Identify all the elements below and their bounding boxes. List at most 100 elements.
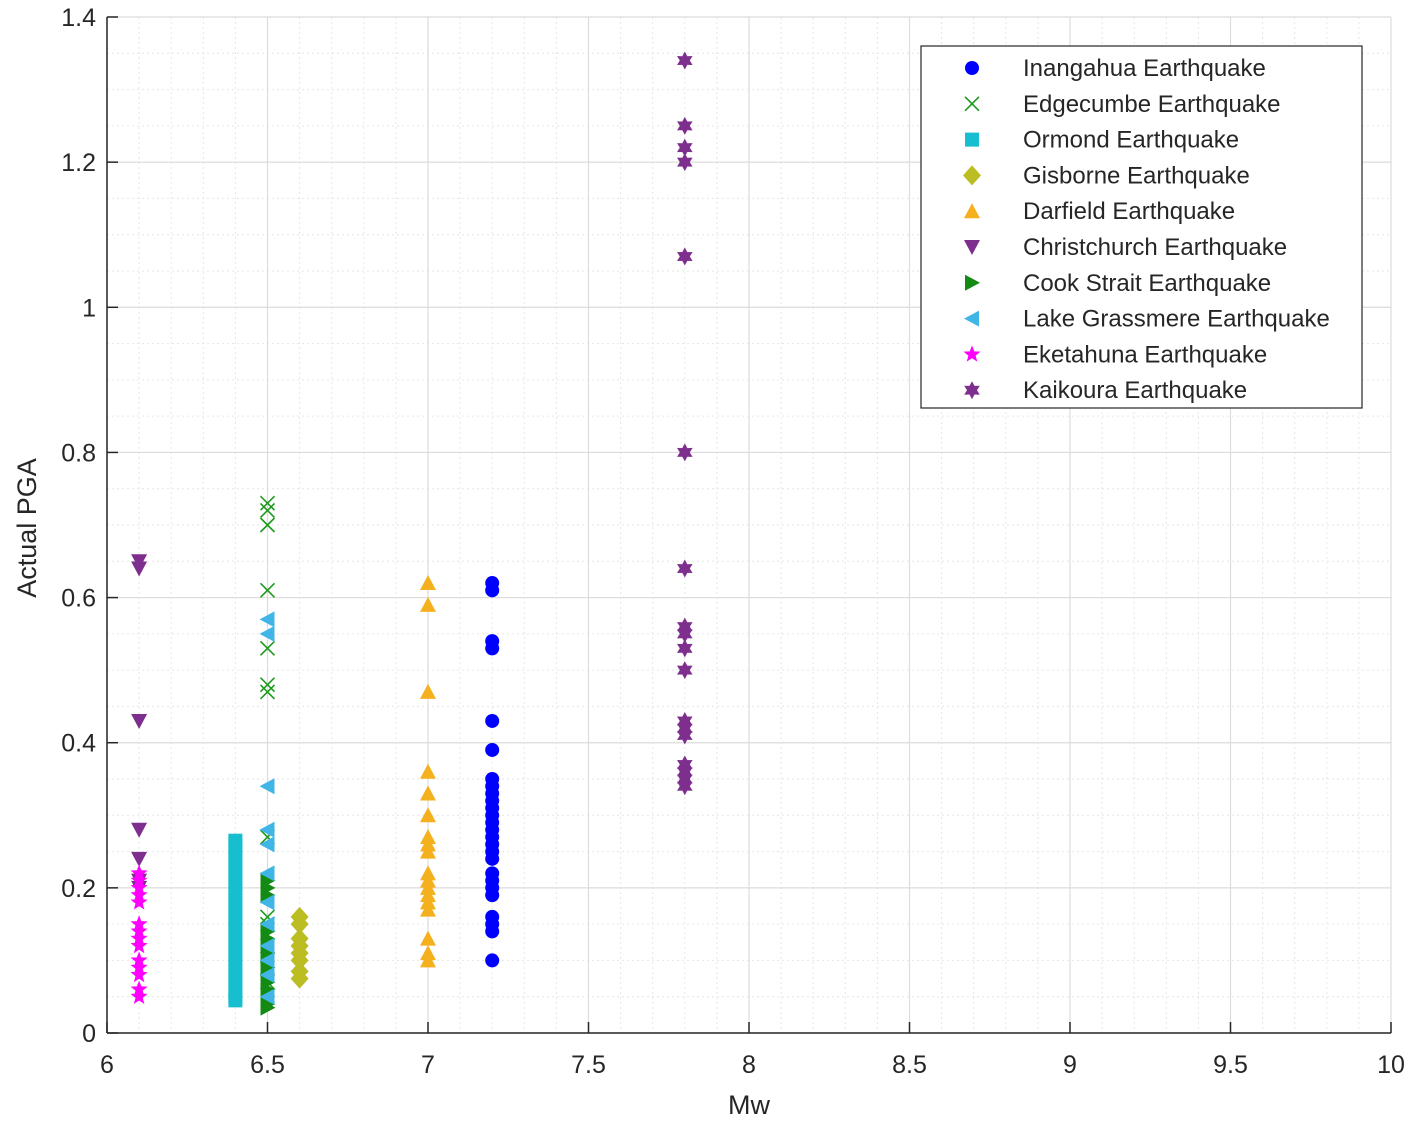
- y-tick-label: 0: [82, 1020, 96, 1048]
- series-2: [228, 833, 243, 1008]
- data-point: [130, 965, 148, 983]
- series-5: [131, 554, 148, 896]
- x-axis-label: Mw: [728, 1090, 770, 1120]
- y-tick-label: 0.8: [61, 439, 96, 467]
- data-point: [259, 640, 276, 656]
- series-4: [420, 575, 436, 968]
- legend-label: Edgecumbe Earthquake: [1023, 91, 1281, 118]
- legend-marker: [964, 240, 980, 255]
- legend-label: Ormond Earthquake: [1023, 127, 1239, 154]
- data-point: [677, 726, 693, 745]
- legend-marker: [965, 132, 979, 147]
- data-point: [290, 914, 309, 935]
- legend-label: Christchurch Earthquake: [1023, 234, 1287, 261]
- y-tick-label: 1.2: [61, 149, 96, 177]
- data-points: [130, 51, 693, 1016]
- data-point: [260, 887, 276, 904]
- data-point: [677, 247, 693, 266]
- legend-marker: [964, 203, 980, 219]
- data-point: [485, 713, 500, 728]
- data-point: [131, 713, 148, 729]
- data-point: [677, 153, 693, 172]
- data-point: [677, 639, 693, 658]
- legend-label: Gisborne Earthquake: [1023, 162, 1250, 189]
- x-tick-label: 9.5: [1213, 1051, 1248, 1079]
- data-point: [677, 51, 693, 70]
- axes: [106, 16, 1392, 1034]
- data-point: [259, 677, 276, 693]
- series-7: [259, 611, 275, 1005]
- data-point: [259, 502, 276, 519]
- data-point: [260, 930, 276, 947]
- series-0: [485, 576, 500, 968]
- data-point: [259, 582, 276, 598]
- data-point: [131, 561, 148, 577]
- data-point: [131, 851, 148, 867]
- data-point: [677, 138, 693, 157]
- data-point: [677, 661, 693, 680]
- data-point: [485, 953, 500, 968]
- data-point: [290, 950, 309, 971]
- x-tick-labels: 6 6.5 7 7.5 8 8.5 9 9.5 10: [100, 1051, 1405, 1079]
- data-point: [260, 945, 276, 962]
- data-point: [131, 822, 148, 838]
- data-point: [130, 987, 148, 1004]
- data-point: [420, 843, 436, 859]
- data-point: [290, 968, 309, 989]
- y-tick-labels: 0 0.2 0.4 0.6 0.8 1 1.2 1.4: [61, 4, 96, 1048]
- series-9: [677, 51, 693, 796]
- data-point: [130, 936, 148, 954]
- legend-marker: [964, 310, 979, 327]
- legend-label: Lake Grassmere Earthquake: [1023, 306, 1330, 333]
- data-point: [677, 762, 693, 781]
- data-point: [130, 893, 148, 910]
- data-point: [259, 966, 275, 983]
- series-8: [130, 864, 148, 1004]
- legend-label: Cook Strait Earthquake: [1023, 270, 1271, 297]
- data-point: [259, 894, 275, 911]
- legend-label: Eketahuna Earthquake: [1023, 341, 1267, 368]
- x-tick-label: 9: [1063, 1051, 1077, 1079]
- legend-label: Inangahua Earthquake: [1023, 55, 1266, 82]
- data-point: [259, 517, 276, 533]
- data-point: [259, 836, 275, 853]
- y-axis-label: Actual PGA: [12, 458, 42, 598]
- data-point: [677, 443, 693, 462]
- data-point: [259, 865, 275, 882]
- x-tick-label: 7: [421, 1051, 435, 1079]
- data-point: [420, 785, 436, 801]
- data-point: [485, 924, 500, 939]
- data-point: [420, 596, 436, 612]
- legend-marker: [964, 381, 980, 400]
- data-point: [259, 821, 275, 838]
- data-point: [260, 959, 276, 976]
- data-point: [485, 851, 500, 866]
- x-tick-label: 6: [100, 1051, 114, 1079]
- data-point: [260, 999, 276, 1016]
- y-tick-label: 1: [82, 294, 96, 322]
- data-point: [259, 937, 275, 954]
- data-point: [485, 837, 500, 852]
- data-point: [420, 901, 436, 917]
- y-tick-label: 0.6: [61, 585, 96, 613]
- legend-marker: [963, 345, 981, 362]
- legend-marker: [963, 165, 981, 186]
- data-point: [259, 988, 275, 1005]
- x-tick-label: 8.5: [892, 1051, 927, 1079]
- data-point: [259, 916, 275, 933]
- data-point: [677, 116, 693, 135]
- legend-marker: [965, 61, 979, 75]
- data-point: [228, 833, 243, 848]
- data-point: [420, 683, 436, 699]
- x-tick-label: 6.5: [250, 1051, 285, 1079]
- legend-label: Kaikoura Earthquake: [1023, 377, 1247, 404]
- y-tick-label: 1.4: [61, 4, 96, 32]
- series-3: [290, 906, 309, 989]
- legend: Inangahua Earthquake Edgecumbe Earthquake…: [920, 45, 1363, 409]
- legend-box: [920, 45, 1363, 409]
- y-tick-label: 0.2: [61, 875, 96, 903]
- data-point: [485, 786, 500, 801]
- data-point: [420, 575, 436, 591]
- data-point: [677, 624, 693, 643]
- data-point: [259, 778, 275, 795]
